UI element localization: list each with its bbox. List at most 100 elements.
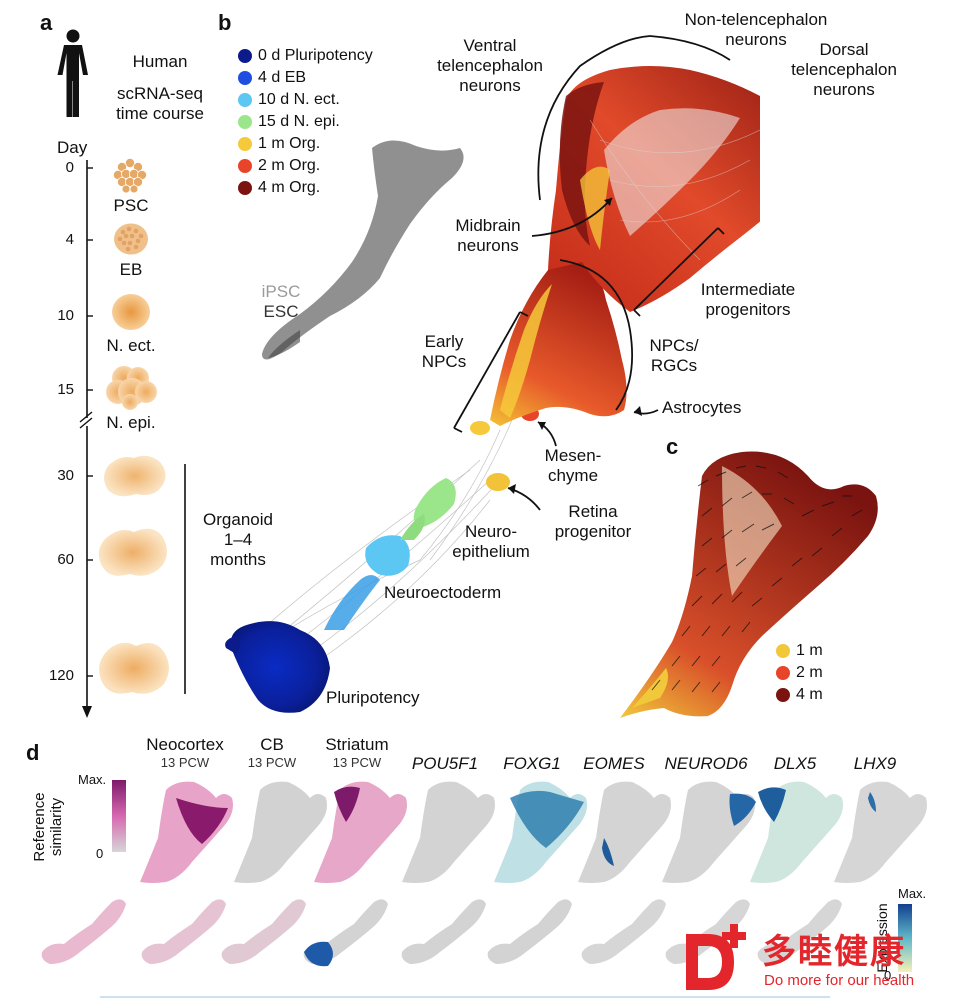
expression-max-label: Max.: [898, 886, 927, 901]
gene-foxg1-header: FOXG1: [503, 754, 561, 773]
legend-label: 4 m Org.: [258, 179, 321, 196]
label-line: Retina: [568, 502, 618, 521]
title-line-2: scRNA-seq: [117, 84, 203, 103]
ref-cb-header: CB 13 PCW: [232, 735, 312, 770]
ref-striatum-header: Striatum 13 PCW: [312, 735, 402, 770]
day-tick-60: 60: [57, 551, 74, 568]
day-tick-120: 120: [48, 667, 74, 684]
plot-lhx9: [834, 781, 927, 883]
label-line: neurons: [725, 30, 787, 49]
day-tick-4: 4: [65, 231, 74, 248]
label-line: progenitors: [705, 300, 791, 319]
brand-cn: 多睦健康: [762, 932, 906, 972]
expression-colorbar: [898, 904, 912, 972]
label-line: chyme: [547, 466, 599, 485]
organoid-bracket: [184, 464, 186, 694]
label-mesenchyme: Mesen- chyme: [528, 446, 618, 486]
psc-cells-icon: [113, 158, 147, 193]
velocity-embedding: [620, 451, 878, 718]
label-line: epithelium: [452, 542, 530, 561]
label-pluripotency: Pluripotency: [326, 688, 420, 707]
esc-text: ESC: [263, 302, 299, 321]
legend-label: 2 m: [796, 664, 823, 681]
traj-neocortex: [41, 899, 126, 964]
traj-neurod6: [581, 899, 666, 964]
traj-cb: [141, 899, 226, 964]
label-astrocytes: Astrocytes: [662, 398, 742, 417]
early-npcs-bracket: [453, 311, 521, 429]
retina-cluster: [486, 473, 510, 491]
ref-sub: 13 PCW: [160, 755, 210, 770]
day-axis-label: Day: [57, 138, 88, 157]
ref-sub: 13 PCW: [332, 755, 382, 770]
expression-zero-label: 0: [884, 968, 892, 983]
legend-item-2m: 2 m Org.: [238, 155, 373, 177]
label-line: NPCs: [421, 352, 467, 371]
panel-b-letter: b: [218, 10, 232, 35]
organoid-label: Organoid 1–4 months: [188, 510, 288, 570]
plot-striatum: [314, 781, 407, 883]
n-epi-cells-icon: [106, 366, 157, 410]
legend-item-4m: 4 m Org.: [238, 177, 373, 199]
plot-neocortex: [140, 781, 233, 883]
plot-neurod6: [662, 781, 756, 883]
plot-dlx5: [750, 781, 843, 883]
traj-eomes: [487, 899, 572, 964]
label-early-npcs: Early NPCs: [404, 332, 484, 372]
ipsc-esc-cluster: [262, 140, 464, 360]
pluripotency-cluster: [230, 621, 330, 713]
legend-dot: [238, 181, 252, 195]
legend-item-15d: 15 d N. epi.: [238, 111, 373, 133]
day-tick-10: 10: [57, 307, 74, 324]
panel-a-title: Human scRNA-seq time course: [100, 52, 220, 124]
legend-dot: [238, 115, 252, 129]
legend-dot: [776, 644, 790, 658]
eb-cells-icon: [114, 223, 148, 255]
title-line-3: time course: [116, 104, 204, 123]
legend-item-1m: 1 m Org.: [238, 133, 373, 155]
legend-dot: [238, 137, 252, 151]
gene-lhx9-header: LHX9: [853, 754, 897, 773]
traj-pou5f1: [303, 899, 388, 967]
day-tick-0: 0: [65, 159, 74, 176]
organoid-line-3: months: [210, 550, 266, 569]
legend-label: 1 m: [796, 642, 823, 659]
feature-plots-top-row: [140, 781, 927, 883]
label-retina: Retina progenitor: [538, 502, 648, 542]
legend-dot: [238, 71, 252, 85]
label-line: telencephalon: [791, 60, 897, 79]
panel-b-legend: 0 d Pluripotency 4 d EB 10 d N. ect. 15 …: [238, 45, 373, 199]
label-line: RGCs: [650, 356, 698, 375]
traj-foxg1: [401, 899, 486, 964]
label-line: neurons: [813, 80, 875, 99]
n-ect-cells-icon: [112, 294, 150, 330]
midbrain-arrow: [531, 197, 613, 237]
legend-dot: [238, 159, 252, 173]
label-line: progenitor: [554, 522, 632, 541]
stage-psc: PSC: [113, 196, 149, 215]
label-line: Neuro-: [465, 522, 517, 541]
day-axis: [79, 160, 93, 718]
stage-n-epi: N. epi.: [106, 413, 156, 432]
watermark-logo: 多睦健康 Do more for our health: [676, 914, 966, 1000]
label-line: Midbrain: [455, 216, 521, 235]
legend-label: 1 m Org.: [258, 135, 321, 152]
intermediate-bracket: [633, 227, 719, 311]
label-line: Intermediate: [700, 280, 796, 299]
stage-eb: EB: [119, 260, 143, 279]
title-line-1: Human: [132, 52, 188, 71]
organoid-line-1: Organoid: [203, 510, 273, 529]
legend-label: 4 m: [796, 686, 823, 703]
legend-dot: [776, 666, 790, 680]
ventral-bracket: [537, 35, 651, 201]
plot-foxg1: [494, 781, 587, 883]
organoid-30d-icon: [104, 455, 166, 497]
plot-cb: [234, 781, 327, 883]
label-line: telencephalon: [437, 56, 543, 75]
panel-a-letter: a: [40, 10, 53, 35]
brand-slogan: Do more for our health: [764, 972, 915, 989]
label-line: Mesen-: [544, 446, 602, 465]
organoid-body-cluster: [490, 255, 627, 426]
gene-pou5f1-header: POU5F1: [411, 754, 479, 773]
npcs-rgcs-arc: [559, 259, 633, 411]
